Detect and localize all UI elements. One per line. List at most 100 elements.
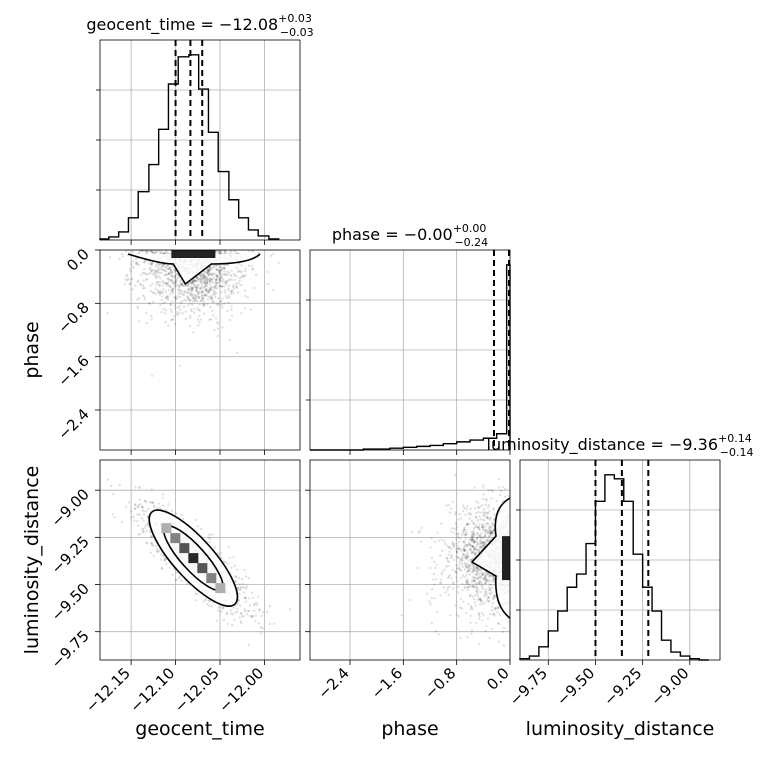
scatter-point: [471, 535, 474, 539]
scatter-point: [194, 279, 198, 282]
scatter-point: [475, 576, 478, 580]
scatter-point: [475, 566, 479, 569]
scatter-point: [213, 290, 216, 294]
scatter-point: [212, 601, 215, 605]
scatter-point: [206, 272, 209, 276]
scatter-point: [145, 322, 149, 325]
scatter-point: [153, 268, 156, 272]
scatter-point: [480, 581, 483, 584]
scatter-point: [196, 295, 200, 298]
scatter-point: [244, 609, 247, 613]
scatter-point: [197, 296, 200, 299]
scatter-point: [158, 284, 162, 287]
scatter-point: [226, 273, 229, 277]
scatter-point: [198, 278, 201, 281]
scatter-point: [468, 543, 472, 546]
scatter-point: [474, 552, 477, 556]
scatter-point: [188, 292, 192, 296]
scatter-point: [472, 566, 475, 569]
scatter-point: [127, 501, 130, 504]
scatter-point: [476, 567, 479, 570]
scatter-point: [487, 573, 491, 576]
scatter-point: [142, 513, 146, 516]
scatter-point: [240, 621, 243, 625]
scatter-point: [458, 563, 461, 567]
scatter-point: [218, 270, 221, 274]
scatter-point: [211, 273, 214, 277]
scatter-point: [167, 267, 170, 270]
scatter-point: [463, 586, 467, 590]
scatter-point: [478, 603, 482, 606]
scatter-point: [420, 526, 423, 530]
scatter-point: [194, 293, 198, 297]
scatter-point: [141, 509, 144, 512]
scatter-point: [194, 296, 197, 300]
scatter-point: [258, 609, 262, 612]
scatter-point: [451, 500, 454, 504]
scatter-point: [197, 293, 200, 296]
scatter-point: [134, 486, 137, 489]
scatter-point: [171, 291, 174, 295]
scatter-point: [136, 505, 139, 509]
scatter-point: [483, 601, 486, 605]
scatter-point: [137, 297, 140, 300]
scatter-point: [473, 579, 477, 583]
scatter-point: [452, 582, 455, 585]
scatter-point: [277, 261, 280, 265]
scatter-point: [489, 574, 492, 577]
scatter-point: [147, 272, 151, 275]
scatter-point: [207, 290, 211, 293]
scatter-point: [501, 630, 505, 634]
scatter-point: [477, 581, 481, 584]
scatter-point: [236, 602, 239, 606]
scatter-point: [272, 622, 276, 625]
scatter-point: [474, 515, 478, 519]
scatter-point: [231, 623, 234, 627]
scatter-point: [175, 297, 179, 300]
scatter-point: [486, 531, 490, 535]
scatter-point: [210, 605, 213, 608]
scatter-point: [154, 545, 157, 548]
scatter-point: [479, 600, 483, 603]
title-sup: +0.03: [278, 12, 312, 25]
scatter-point: [475, 539, 479, 543]
scatter-point: [487, 586, 491, 589]
scatter-point: [460, 517, 463, 520]
scatter-point: [159, 553, 163, 556]
scatter-point: [445, 504, 448, 507]
scatter-point: [215, 278, 218, 282]
scatter-point: [464, 556, 468, 559]
scatter-point: [199, 299, 202, 303]
scatter-point: [472, 567, 475, 571]
scatter-point: [188, 289, 191, 292]
x-tick-label: −12.10: [126, 664, 178, 716]
scatter-point: [199, 287, 202, 290]
scatter-point: [150, 541, 153, 545]
y-tick-label: −2.4: [54, 405, 92, 443]
scatter-point: [162, 251, 165, 255]
scatter-point: [223, 252, 226, 255]
scatter-point: [146, 523, 150, 527]
scatter-point: [200, 299, 203, 303]
scatter-point: [211, 278, 214, 281]
scatter-point: [478, 528, 481, 531]
scatter-point: [243, 568, 246, 572]
scatter-point: [188, 299, 191, 302]
scatter-point: [189, 302, 192, 306]
scatter-point: [465, 574, 468, 577]
scatter-point: [497, 478, 501, 481]
scatter-point: [497, 486, 501, 489]
scatter-point: [472, 585, 475, 589]
scatter-point: [169, 268, 172, 271]
scatter-point: [224, 294, 228, 298]
scatter-point: [153, 504, 156, 508]
scatter-point: [220, 280, 224, 283]
scatter-point: [200, 298, 204, 301]
scatter-point: [230, 269, 233, 273]
scatter-point: [189, 308, 193, 311]
scatter-point: [153, 251, 156, 255]
scatter-point: [149, 289, 152, 293]
scatter-point: [450, 507, 453, 510]
scatter-point: [482, 483, 485, 487]
scatter-point: [164, 290, 168, 294]
